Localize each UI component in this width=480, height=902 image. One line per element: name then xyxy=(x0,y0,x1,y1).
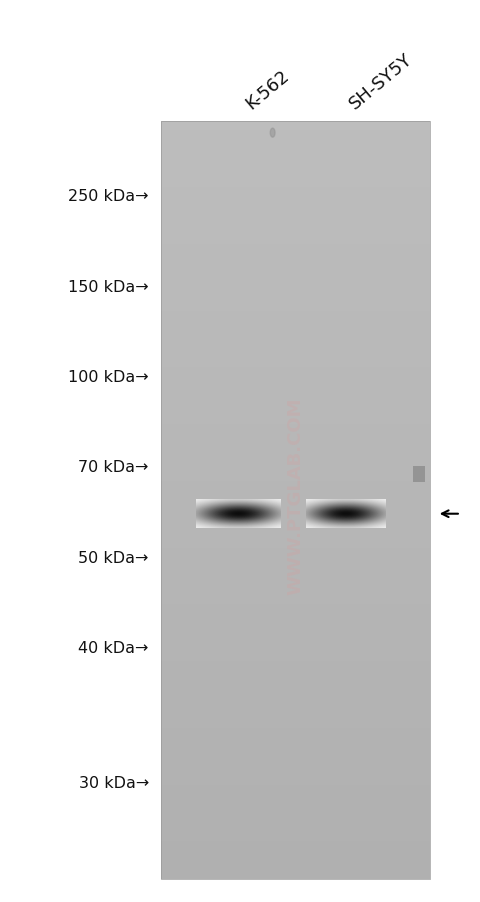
Bar xyxy=(161,861,430,870)
Bar xyxy=(161,804,430,814)
Bar xyxy=(161,301,430,311)
Bar xyxy=(161,633,430,642)
Bar xyxy=(161,444,430,453)
Bar xyxy=(161,671,430,680)
Bar xyxy=(161,122,430,879)
Bar xyxy=(161,548,430,557)
Bar xyxy=(161,311,430,320)
Bar xyxy=(161,491,430,501)
Bar xyxy=(161,823,430,832)
Bar xyxy=(161,709,430,718)
Bar xyxy=(161,529,430,538)
Bar xyxy=(161,122,430,131)
Bar xyxy=(161,756,430,766)
Bar xyxy=(161,718,430,728)
Bar xyxy=(161,662,430,671)
Bar xyxy=(161,463,430,473)
Bar xyxy=(161,340,430,349)
Text: 40 kDa→: 40 kDa→ xyxy=(78,640,149,655)
Bar xyxy=(161,435,430,444)
Bar xyxy=(161,785,430,794)
Bar xyxy=(161,235,430,244)
Bar xyxy=(161,131,430,141)
Bar xyxy=(161,282,430,292)
Bar xyxy=(161,482,430,491)
Bar xyxy=(161,244,430,254)
Bar xyxy=(161,567,430,576)
Bar xyxy=(161,453,430,463)
Bar xyxy=(413,466,425,483)
Bar xyxy=(161,614,430,624)
Bar xyxy=(161,501,430,511)
Bar xyxy=(161,179,430,189)
Bar xyxy=(161,624,430,633)
Bar xyxy=(161,397,430,406)
Text: 70 kDa→: 70 kDa→ xyxy=(78,460,149,474)
Text: K-562: K-562 xyxy=(242,67,293,113)
Bar xyxy=(161,377,430,387)
Bar xyxy=(161,737,430,747)
Bar xyxy=(161,766,430,775)
Bar xyxy=(161,207,430,216)
Bar xyxy=(161,254,430,263)
Bar xyxy=(161,680,430,690)
Bar xyxy=(161,216,430,226)
Bar xyxy=(161,586,430,595)
Bar xyxy=(161,775,430,785)
Bar xyxy=(161,368,430,377)
Bar xyxy=(161,595,430,604)
Text: 30 kDa→: 30 kDa→ xyxy=(79,776,149,790)
Text: 50 kDa→: 50 kDa→ xyxy=(78,550,149,565)
Bar xyxy=(161,263,430,273)
Bar xyxy=(161,605,430,614)
Bar xyxy=(161,160,430,170)
Bar xyxy=(161,425,430,435)
Bar xyxy=(161,189,430,198)
Circle shape xyxy=(270,129,275,138)
Bar xyxy=(161,576,430,586)
Bar xyxy=(161,473,430,482)
Bar xyxy=(161,349,430,359)
Bar xyxy=(161,415,430,425)
Bar xyxy=(161,700,430,709)
Bar xyxy=(161,870,430,879)
Bar xyxy=(161,273,430,283)
Bar xyxy=(161,292,430,301)
Bar xyxy=(161,198,430,207)
Bar xyxy=(161,794,430,804)
Text: SH-SY5Y: SH-SY5Y xyxy=(346,50,416,113)
Text: 150 kDa→: 150 kDa→ xyxy=(68,280,149,294)
Bar xyxy=(161,652,430,662)
Bar xyxy=(161,728,430,737)
Bar xyxy=(161,642,430,652)
Bar xyxy=(161,747,430,756)
Bar xyxy=(161,511,430,520)
Bar xyxy=(161,520,430,529)
Bar xyxy=(161,169,430,179)
Bar xyxy=(161,330,430,340)
Text: WWW.PTGLAB.COM: WWW.PTGLAB.COM xyxy=(286,398,304,594)
Bar xyxy=(161,406,430,415)
Bar xyxy=(161,141,430,150)
Bar xyxy=(161,851,430,861)
Bar xyxy=(161,832,430,842)
Bar xyxy=(161,226,430,235)
Bar xyxy=(161,814,430,823)
Bar xyxy=(161,320,430,330)
Bar xyxy=(161,359,430,368)
Bar xyxy=(161,538,430,548)
Text: 100 kDa→: 100 kDa→ xyxy=(68,370,149,384)
Text: 250 kDa→: 250 kDa→ xyxy=(68,189,149,204)
Bar xyxy=(161,690,430,700)
Bar xyxy=(161,842,430,851)
Bar xyxy=(161,150,430,160)
Bar xyxy=(161,387,430,397)
Bar xyxy=(161,557,430,567)
